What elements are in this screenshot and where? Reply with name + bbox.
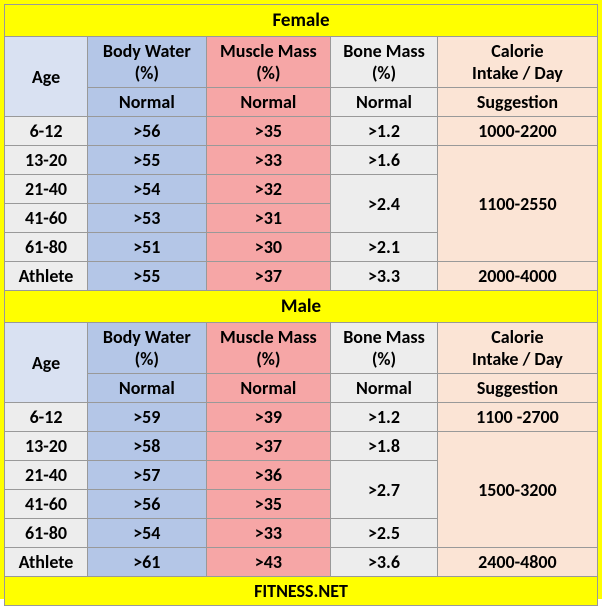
table-row: 13-20 (5, 432, 88, 461)
table-row: >54 (88, 519, 207, 548)
table-row: >1.6 (331, 146, 438, 175)
sub-mm: Normal (206, 374, 331, 403)
table-row: 1100 -2700 (437, 403, 597, 432)
table-row: 6-12 (5, 403, 88, 432)
page: Female Age Body Water(%) Muscle Mass(%) … (0, 0, 602, 599)
table-row: >2.4 (331, 175, 438, 233)
sub-bw: Normal (88, 88, 207, 117)
table-row: >1.2 (331, 117, 438, 146)
table-row: 61-80 (5, 519, 88, 548)
table-row: >54 (88, 175, 207, 204)
col-age: Age (5, 37, 88, 117)
table-row: 2400-4800 (437, 548, 597, 577)
table-row: Athlete (5, 548, 88, 577)
footer: FITNESS.NET (5, 577, 598, 606)
table-row: >39 (206, 403, 331, 432)
col-bw: Body Water(%) (88, 37, 207, 88)
table-row: >53 (88, 204, 207, 233)
table-row: >1.8 (331, 432, 438, 461)
table-row: >37 (206, 262, 331, 291)
table-row: >2.7 (331, 461, 438, 519)
table-row: >57 (88, 461, 207, 490)
table-row: >32 (206, 175, 331, 204)
table-row: >35 (206, 117, 331, 146)
table-row: 21-40 (5, 461, 88, 490)
col-mm: Muscle Mass(%) (206, 323, 331, 374)
table-row: >2.1 (331, 233, 438, 262)
table-row: >36 (206, 461, 331, 490)
table-row: 6-12 (5, 117, 88, 146)
col-mm: Muscle Mass(%) (206, 37, 331, 88)
table-row: >3.3 (331, 262, 438, 291)
table-row: 2000-4000 (437, 262, 597, 291)
sub-mm: Normal (206, 88, 331, 117)
table-row: >31 (206, 204, 331, 233)
table-row: >43 (206, 548, 331, 577)
table-row: >55 (88, 262, 207, 291)
table-row: 1500-3200 (437, 432, 597, 548)
table-row: >61 (88, 548, 207, 577)
col-cal: CalorieIntake / Day (437, 323, 597, 374)
table-row: 61-80 (5, 233, 88, 262)
table-row: 21-40 (5, 175, 88, 204)
col-cal: CalorieIntake / Day (437, 37, 597, 88)
col-bm: Bone Mass(%) (331, 323, 438, 374)
table-row: >59 (88, 403, 207, 432)
table-row: >56 (88, 490, 207, 519)
table-row: Athlete (5, 262, 88, 291)
table-row: 13-20 (5, 146, 88, 175)
sub-bm: Normal (331, 374, 438, 403)
table-row: 41-60 (5, 204, 88, 233)
table-row: 41-60 (5, 490, 88, 519)
table-row: >51 (88, 233, 207, 262)
table-row: 1000-2200 (437, 117, 597, 146)
sub-bm: Normal (331, 88, 438, 117)
col-age: Age (5, 323, 88, 403)
sub-cal: Suggestion (437, 88, 597, 117)
table-row: >30 (206, 233, 331, 262)
fitness-table: Female Age Body Water(%) Muscle Mass(%) … (4, 4, 598, 606)
table-row: >33 (206, 519, 331, 548)
table-row: >33 (206, 146, 331, 175)
table-row: >37 (206, 432, 331, 461)
table-row: >1.2 (331, 403, 438, 432)
sub-bw: Normal (88, 374, 207, 403)
sub-cal: Suggestion (437, 374, 597, 403)
male-title: Male (5, 291, 598, 323)
table-row: >2.5 (331, 519, 438, 548)
col-bm: Bone Mass(%) (331, 37, 438, 88)
table-row: >35 (206, 490, 331, 519)
table-row: >56 (88, 117, 207, 146)
col-bw: Body Water(%) (88, 323, 207, 374)
female-title: Female (5, 5, 598, 37)
table-row: >58 (88, 432, 207, 461)
table-row: >3.6 (331, 548, 438, 577)
table-row: >55 (88, 146, 207, 175)
table-row: 1100-2550 (437, 146, 597, 262)
